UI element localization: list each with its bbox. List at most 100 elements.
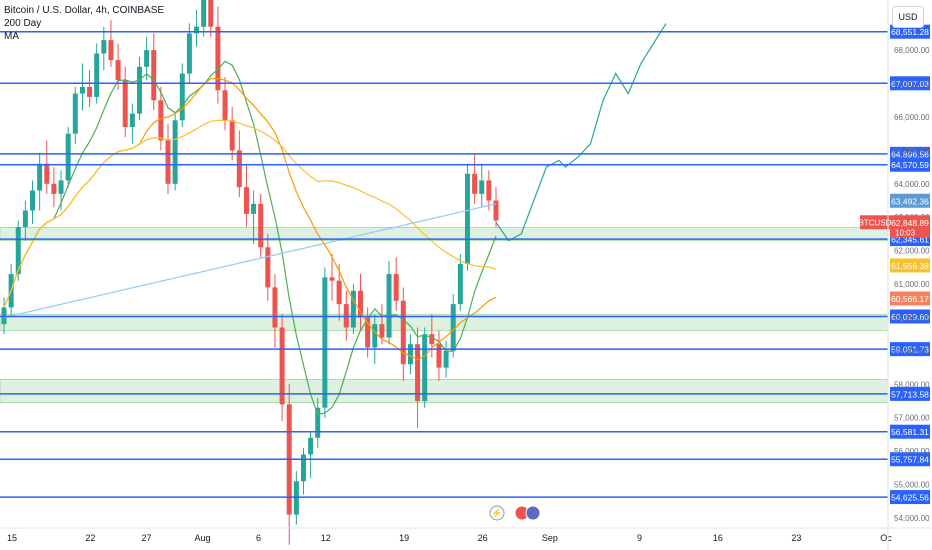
indicator-label-ma[interactable]: MA <box>4 31 19 42</box>
level-price-label: 62,345.61 <box>891 235 929 245</box>
level-price-label: 60,029.60 <box>891 312 929 322</box>
candle <box>407 344 413 365</box>
level-price-badge <box>890 490 930 505</box>
y-tick-label: 54,000.00 <box>894 514 930 523</box>
candle <box>44 163 50 184</box>
candle <box>443 350 449 368</box>
level-price-badge <box>890 452 930 467</box>
y-tick-label: 64,000.00 <box>894 180 930 189</box>
level-price-badge <box>890 424 930 439</box>
level-price-label: 64,896.56 <box>891 149 929 159</box>
candle <box>222 90 228 121</box>
candle <box>179 73 185 121</box>
x-tick-label: Oc <box>880 533 892 543</box>
candle <box>486 180 492 201</box>
x-tick-label: Aug <box>194 533 210 543</box>
candle <box>365 317 371 348</box>
y-tick-label: 65,000.00 <box>894 146 930 155</box>
symbol-label: BTCUSD <box>859 218 892 227</box>
candle <box>393 274 399 301</box>
x-tick-label: Sep <box>542 533 558 543</box>
candle <box>322 277 328 408</box>
candle <box>251 203 257 214</box>
countdown-label: 10:03 <box>895 228 916 237</box>
candle <box>300 454 306 482</box>
y-tick-label: 56,000.00 <box>894 447 930 456</box>
price-badge <box>890 291 930 306</box>
ma-short-line <box>3 60 497 416</box>
x-tick-label: 6 <box>256 533 261 543</box>
candle <box>436 344 442 368</box>
candle <box>479 180 485 194</box>
x-tick-label: 27 <box>141 533 151 543</box>
price-badge <box>890 215 930 238</box>
ma-200-day-line <box>3 119 497 308</box>
candle <box>422 334 428 402</box>
price-badge-label: 62,848.89 <box>891 218 929 228</box>
candle <box>229 120 235 151</box>
candle <box>400 300 406 365</box>
candle <box>101 40 107 54</box>
y-tick-label: 59,000.00 <box>894 347 930 356</box>
candle <box>115 60 121 81</box>
ma-long-line <box>3 203 497 319</box>
candle <box>136 66 142 114</box>
candle <box>158 100 164 141</box>
candle <box>236 150 242 188</box>
currency-selector[interactable]: USD <box>892 6 924 28</box>
candle <box>122 80 128 127</box>
candle <box>315 407 321 438</box>
lightning-icon[interactable] <box>489 505 505 521</box>
x-tick-label: 12 <box>321 533 331 543</box>
candle <box>329 277 335 281</box>
candle <box>87 86 93 97</box>
candle <box>350 290 356 328</box>
y-tick-label: 57,000.00 <box>894 414 930 423</box>
candle <box>37 163 43 191</box>
candle <box>215 26 221 91</box>
candle <box>493 200 499 221</box>
price-badge-label: 63,492.36 <box>891 196 929 206</box>
candle <box>272 287 278 328</box>
candle <box>358 290 364 318</box>
y-tick-label: 62,000.00 <box>894 247 930 256</box>
level-price-label: 59,051.73 <box>891 345 929 355</box>
level-price-label: 56,581.31 <box>891 427 929 437</box>
level-price-badge <box>890 24 930 39</box>
candle <box>450 304 456 351</box>
y-tick-label: 60,000.00 <box>894 313 930 322</box>
indicator-label-200-day[interactable]: 200 Day <box>4 18 42 29</box>
candle <box>429 334 435 345</box>
level-price-badge <box>890 76 930 91</box>
candle <box>51 183 57 194</box>
lightning-icon-glyph: ⚡ <box>491 507 502 519</box>
x-tick-label: 23 <box>791 533 801 543</box>
candle <box>201 0 207 27</box>
y-tick-label: 61,000.00 <box>894 280 930 289</box>
candle <box>372 324 378 348</box>
x-tick-label: 9 <box>637 533 642 543</box>
candle <box>94 53 100 97</box>
y-tick-label: 58,000.00 <box>894 380 930 389</box>
y-tick-label: 66,000.00 <box>894 113 930 122</box>
candle <box>208 0 214 27</box>
candle <box>415 344 421 402</box>
candle <box>386 274 392 338</box>
us-flag-icon[interactable] <box>525 505 541 521</box>
candle <box>308 437 314 455</box>
candle <box>129 113 135 127</box>
level-price-label: 57,713.58 <box>891 389 929 399</box>
y-tick-label: 55,000.00 <box>894 481 930 490</box>
candle <box>22 210 28 228</box>
candle <box>336 280 342 305</box>
projection-path <box>495 23 667 242</box>
candle <box>379 324 385 338</box>
candle <box>165 140 171 184</box>
candle <box>472 173 478 194</box>
support-zone <box>0 379 889 403</box>
candle <box>194 26 200 34</box>
level-price-badge <box>890 342 930 357</box>
x-tick-label: 19 <box>399 533 409 543</box>
level-price-label: 67,007.03 <box>891 79 929 89</box>
